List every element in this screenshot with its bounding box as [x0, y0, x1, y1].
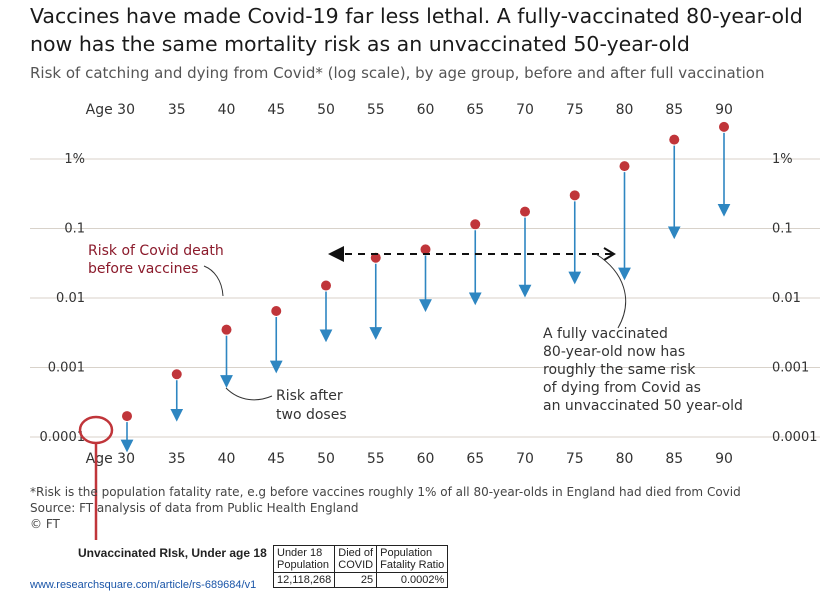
x-tick-label: 40 [218, 451, 236, 467]
y-tick-label: 1% [772, 152, 793, 167]
before-point [669, 134, 680, 145]
source-link[interactable]: www.researchsquare.com/article/rs-689684… [30, 579, 257, 591]
before-point [420, 244, 431, 255]
y-tick-label: 0.1 [64, 222, 85, 237]
table-cell-population: 12,118,268 [272, 572, 336, 588]
x-tick-label: 85 [665, 451, 683, 467]
compare-annotation-line: an unvaccinated 50 year-old [543, 398, 743, 414]
footnote-line3: © FT [30, 517, 60, 531]
y-axis-left: 1% 0.1 0.01 0.001 0.0001 [40, 152, 86, 445]
before-label-line2: before vaccines [88, 261, 198, 277]
x-tick-label: 45 [267, 451, 285, 467]
y-tick-label: 0.001 [772, 361, 809, 376]
table-row: 12,118,268 25 0.0002% [272, 572, 449, 588]
under18-title: Unvaccinated RIsk, Under age 18 [78, 546, 267, 560]
x-tick-label: 60 [417, 102, 435, 118]
y-tick-label: 0.1 [772, 222, 793, 237]
footnote-line2: Source: FT analysis of data from Public … [30, 501, 359, 515]
x-axis-top: Age 30 35 40 45 50 55 60 65 70 75 80 85 90 [86, 102, 733, 118]
x-axis-bottom: Age 30 35 40 45 50 55 60 65 70 75 80 85 90 [86, 451, 733, 467]
table-cell-ratio: 0.0002% [376, 572, 449, 588]
x-tick-label: 80 [616, 102, 634, 118]
y-tick-label: 1% [64, 152, 85, 167]
x-tick-label: 75 [566, 102, 584, 118]
x-tick-label: 50 [317, 102, 335, 118]
x-tick-label: 65 [466, 102, 484, 118]
compare-annotation-line: 80-year-old now has [543, 344, 685, 360]
x-tick-label: 70 [516, 102, 534, 118]
x-tick-label: 50 [317, 451, 335, 467]
compare-annotation: A fully vaccinated 80-year-old now has rou… [543, 326, 743, 414]
chart-subtitle: Risk of catching and dying from Covid* (… [30, 64, 765, 82]
x-tick-label: 45 [267, 102, 285, 118]
x-tick-label: 35 [168, 451, 186, 467]
x-tick-label: Age 30 [86, 451, 135, 467]
y-tick-label: 0.01 [772, 291, 801, 306]
before-point [619, 161, 630, 172]
x-tick-label: 90 [715, 102, 733, 118]
x-tick-label: 40 [218, 102, 236, 118]
x-tick-label: 85 [665, 102, 683, 118]
table-row: Under 18 Population Died of COVID Populati… [272, 545, 449, 573]
x-tick-label: 70 [516, 451, 534, 467]
y-tick-label: 0.01 [56, 291, 85, 306]
before-label-line1: Risk of Covid death [88, 243, 224, 259]
comparison-dashed-arrow-right [603, 247, 616, 261]
table-header-3: Population Fatality Ratio [376, 545, 449, 573]
before-point [122, 411, 132, 422]
compare-annotation-line: of dying from Covid as [543, 380, 701, 396]
table-header-1: Under 18 Population [272, 545, 336, 573]
compare-annotation-leader [595, 253, 627, 329]
x-tick-label: 55 [367, 102, 385, 118]
y-tick-label: 0.001 [48, 361, 85, 376]
before-vaccine-points [122, 121, 729, 422]
under18-table: Under 18 Population Died of COVID Populati… [272, 545, 449, 588]
chart-svg: 1% 0.1 0.01 0.001 0.0001 1% 0.1 0.01 0.001 0.000… [30, 102, 820, 540]
after-annotation-leader [225, 387, 273, 401]
table-cell-deaths: 25 [334, 572, 378, 588]
before-point [520, 206, 530, 217]
before-point [171, 369, 182, 380]
footnote-line1: *Risk is the population fatality rate, e… [30, 485, 741, 499]
x-tick-label: 65 [466, 451, 484, 467]
before-point [370, 252, 381, 263]
before-annotation-leader [203, 265, 224, 297]
compare-annotation-line: A fully vaccinated [543, 326, 668, 342]
table-header-2: Died of COVID [334, 545, 378, 573]
before-point [271, 306, 282, 317]
y-tick-label: 0.0001 [40, 430, 86, 445]
x-tick-label: 35 [168, 102, 186, 118]
x-tick-label: 55 [367, 451, 385, 467]
after-label-line1: Risk after [276, 388, 343, 404]
after-label-line2: two doses [276, 407, 347, 423]
compare-annotation-line: roughly the same risk [543, 362, 696, 378]
before-point [221, 324, 232, 335]
x-tick-label: 90 [715, 451, 733, 467]
before-point [321, 280, 331, 291]
before-point [569, 190, 580, 201]
before-point [470, 219, 481, 230]
x-tick-label: 80 [616, 451, 634, 467]
x-tick-label: Age 30 [86, 102, 135, 118]
before-point [719, 121, 729, 132]
x-tick-label: 75 [566, 451, 584, 467]
y-tick-label: 0.0001 [772, 430, 818, 445]
chart-title: Vaccines have made Covid-19 far less let… [30, 4, 803, 56]
x-tick-label: 60 [417, 451, 435, 467]
y-axis-right: 1% 0.1 0.01 0.001 0.0001 [772, 152, 818, 445]
risk-reduction-arrows [120, 132, 731, 453]
